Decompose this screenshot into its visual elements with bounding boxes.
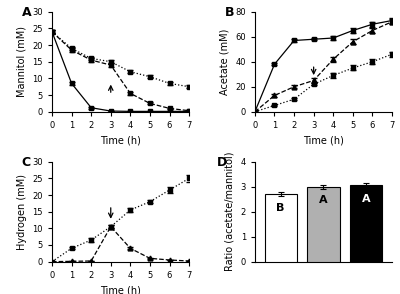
Bar [350, 186, 382, 262]
Text: A: A [362, 194, 371, 204]
Bar [307, 187, 340, 262]
Text: B: B [225, 6, 234, 19]
X-axis label: Time (h): Time (h) [100, 135, 141, 145]
X-axis label: Time (h): Time (h) [100, 285, 141, 294]
Text: B: B [276, 203, 285, 213]
Y-axis label: Mannitol (mM): Mannitol (mM) [17, 26, 27, 97]
Y-axis label: Acetate (mM): Acetate (mM) [220, 29, 230, 95]
Text: A: A [319, 196, 328, 206]
Text: A: A [22, 6, 32, 19]
Text: C: C [22, 156, 31, 169]
Text: D: D [216, 156, 227, 169]
Y-axis label: Ratio (acetate/mannitol): Ratio (acetate/mannitol) [225, 152, 235, 271]
Bar [264, 194, 297, 262]
Y-axis label: Hydrogen (mM): Hydrogen (mM) [17, 174, 27, 250]
X-axis label: Time (h): Time (h) [303, 135, 344, 145]
